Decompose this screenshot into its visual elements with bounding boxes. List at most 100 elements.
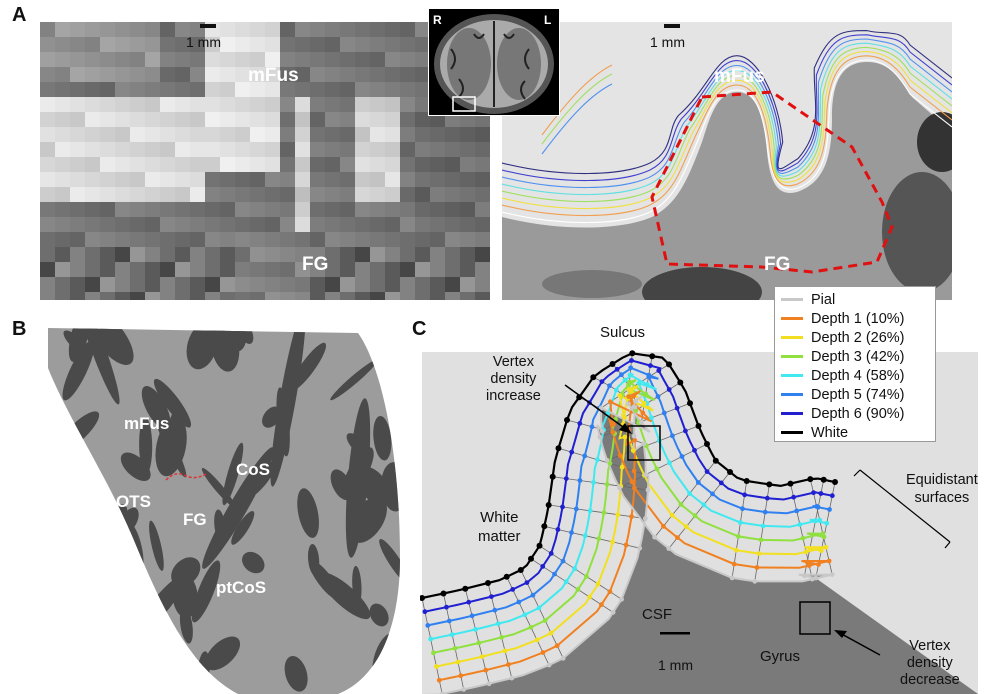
scale-bar-c <box>660 632 690 635</box>
vertex-dot <box>560 655 566 661</box>
vertex-dot <box>452 645 458 651</box>
scale-bar-right <box>664 24 680 28</box>
vertex-dot <box>797 522 803 527</box>
vertex-dot <box>736 534 741 539</box>
vertex-dot <box>613 387 619 393</box>
vertex-dot <box>622 415 627 420</box>
vertex-dot <box>591 480 596 485</box>
vertex-dot <box>829 572 835 577</box>
vertex-dot <box>597 434 603 440</box>
vertex-dot <box>764 495 770 501</box>
vertex-dot <box>626 394 632 399</box>
vertex-dot <box>645 487 651 493</box>
vertex-dot <box>756 551 762 556</box>
vertex-dot <box>469 613 475 619</box>
vertex-dot <box>636 380 642 386</box>
vertex-dot <box>629 350 636 357</box>
vertex-dot <box>622 434 628 440</box>
csf-label: CSF <box>642 606 672 623</box>
vertex-dot <box>648 363 653 368</box>
vertex-dot <box>582 533 588 539</box>
vertex-dot <box>489 594 494 599</box>
vertex-dot <box>604 481 610 487</box>
mfus-label-b: mFus <box>124 414 170 433</box>
vertex-dot <box>548 551 554 556</box>
vertex-dot <box>619 596 624 602</box>
vertex-dot <box>522 612 528 618</box>
vertex-dot <box>545 502 552 508</box>
vertex-dot <box>509 675 515 681</box>
vertex-dot <box>743 478 750 484</box>
vertex-dot <box>644 382 650 387</box>
cortical-depth-contours <box>502 22 952 300</box>
vertex-dot <box>661 523 666 529</box>
vertex-dot <box>517 567 524 573</box>
vertex-decrease-label: Vertex density decrease <box>900 638 960 688</box>
vertex-dot <box>599 379 605 384</box>
vertex-dot <box>582 453 588 459</box>
vertex-dot <box>449 632 455 637</box>
vertex-dot <box>446 618 452 624</box>
vertex-dot <box>569 449 575 455</box>
vertex-dot <box>584 574 589 579</box>
vertex-dot <box>740 506 745 512</box>
vertex-dot <box>811 490 816 496</box>
equidistant-bracket <box>859 469 951 543</box>
scale-label-left: 1 mm <box>186 34 221 50</box>
inset-r-label: R <box>433 13 442 27</box>
vertex-dot <box>569 530 574 535</box>
legend-swatch <box>781 374 803 377</box>
vertex-dot <box>485 580 491 586</box>
vertex-dot <box>425 623 431 628</box>
vertex-dot <box>466 599 472 605</box>
scale-label-right: 1 mm <box>650 34 685 50</box>
vertex-dot <box>492 607 498 613</box>
vertex-dot <box>589 424 595 430</box>
vertex-dot <box>604 457 610 463</box>
legend-item-5: Depth 5 (74%) <box>781 385 935 404</box>
legend-swatch <box>781 298 803 301</box>
vertex-dot <box>614 366 620 372</box>
vertex-dot <box>626 387 632 392</box>
legend-label: Depth 5 (74%) <box>811 386 905 403</box>
vertex-dot <box>607 589 613 594</box>
mfus-label-left: mFus <box>248 65 299 86</box>
legend-label: Depth 3 (42%) <box>811 348 905 365</box>
vertex-dot <box>815 504 821 510</box>
mri-contours-right: 1 mm mFus FG <box>502 22 952 300</box>
vertex-dot <box>617 453 623 458</box>
vertex-dot <box>555 527 561 532</box>
vertex-dot <box>541 523 548 530</box>
vertex-dot <box>742 492 747 498</box>
vertex-dot <box>643 472 649 478</box>
vertex-dot <box>619 464 625 470</box>
vertex-increase-label: Vertex density increase <box>486 354 541 404</box>
vertex-dot <box>827 507 832 512</box>
vertex-dot <box>575 587 581 592</box>
vertex-dot <box>554 643 560 649</box>
vertex-dot <box>656 368 662 373</box>
cos-label-b: CoS <box>236 460 270 479</box>
vertex-dot <box>631 468 637 474</box>
scale-bar-left <box>200 24 216 28</box>
vertex-dot <box>552 571 557 577</box>
vertex-dot <box>787 480 794 487</box>
panel-b-label: B <box>12 318 27 340</box>
vertex-dot <box>692 513 698 519</box>
ots-label-b: OTS <box>116 492 151 511</box>
vertex-dot <box>626 401 631 407</box>
vertex-dot <box>607 461 613 466</box>
vertex-dot <box>577 421 583 426</box>
vertex-dot <box>516 599 522 605</box>
vertex-dot <box>718 480 724 486</box>
vertex-dot <box>800 535 806 541</box>
vertex-dot <box>461 687 467 692</box>
legend-swatch <box>781 317 803 320</box>
legend-item-3: Depth 3 (42%) <box>781 347 935 366</box>
vertex-dot <box>629 514 634 519</box>
vertex-dot <box>536 542 543 549</box>
legend-swatch <box>781 412 803 415</box>
vertex-dot <box>813 575 819 581</box>
vertex-dot <box>462 585 469 592</box>
decrease-arrow <box>837 631 881 656</box>
